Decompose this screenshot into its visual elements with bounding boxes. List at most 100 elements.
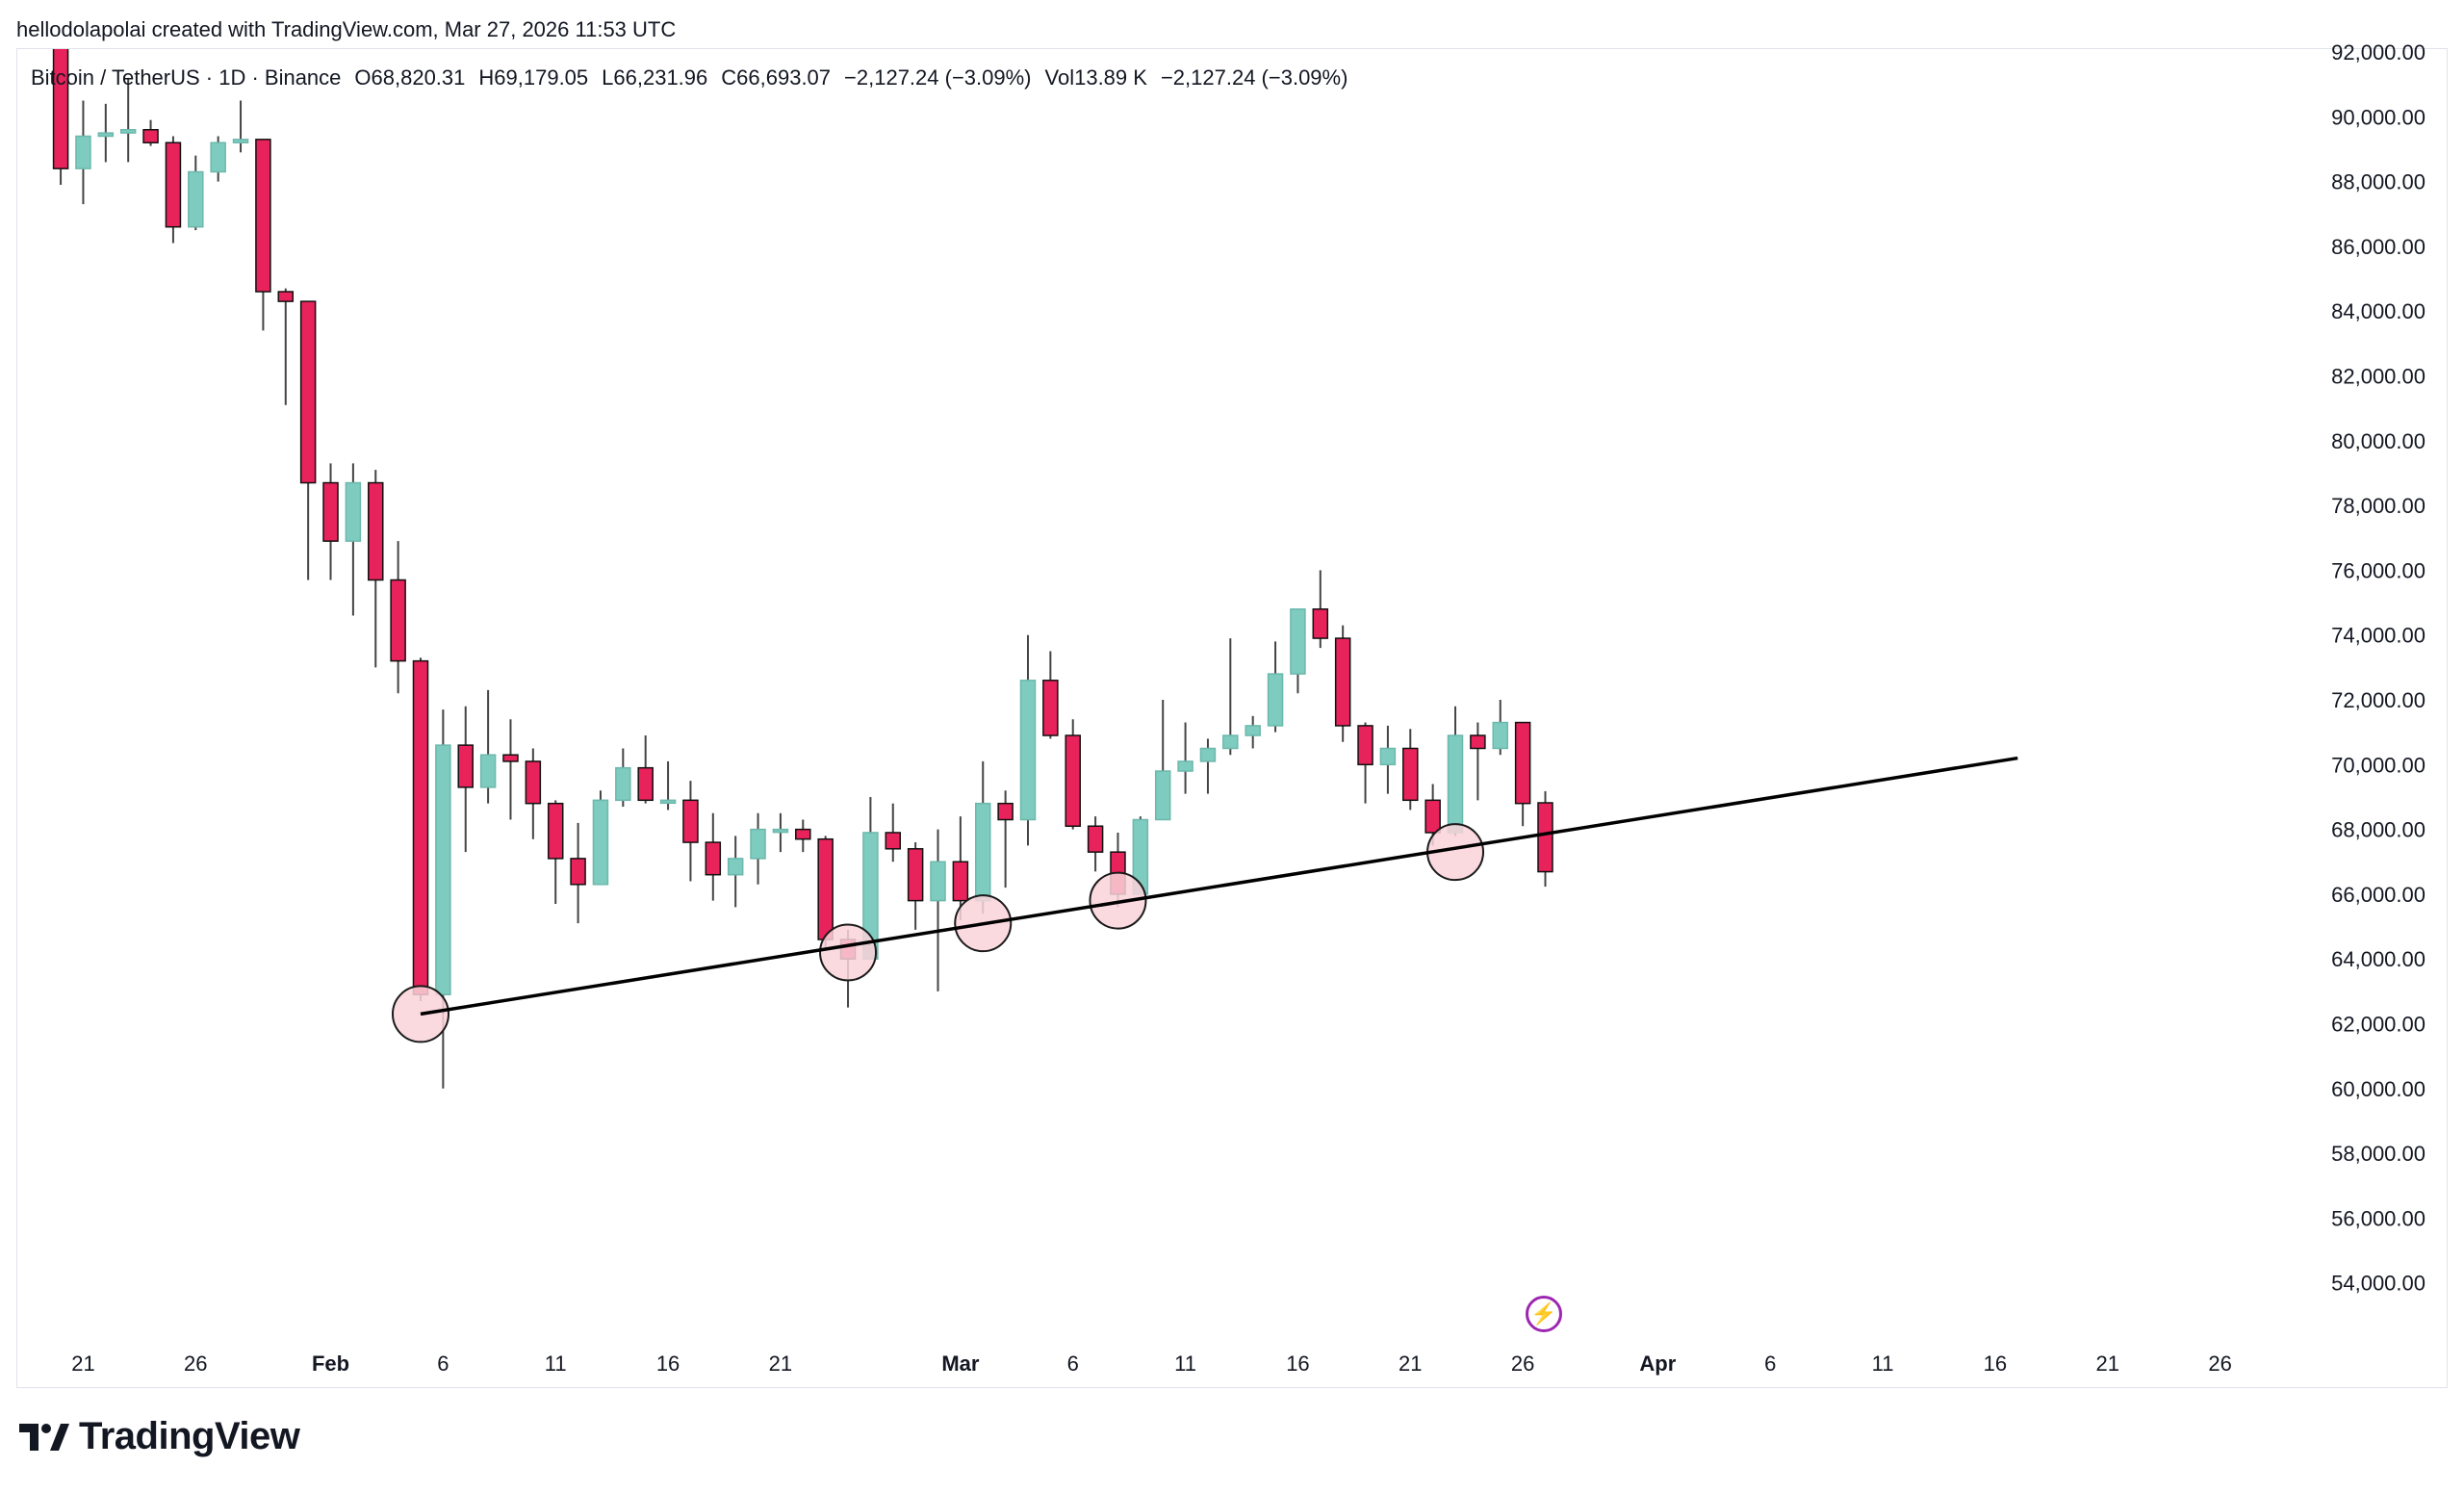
candle-body-down [1537, 802, 1553, 873]
candle-body-up [592, 799, 609, 886]
time-tick-label: Feb [312, 1351, 349, 1376]
candle[interactable] [930, 829, 946, 991]
candle[interactable] [1312, 570, 1329, 649]
candle[interactable] [390, 541, 406, 694]
candle-body-down [952, 861, 969, 902]
candle[interactable] [1019, 634, 1037, 846]
candle-body-down [165, 142, 182, 228]
candle[interactable] [232, 100, 249, 153]
candle-body-down [299, 300, 317, 484]
tradingview-logo[interactable]: TradingView [19, 1415, 300, 1458]
support-trendline[interactable] [420, 756, 2018, 1017]
candle[interactable] [412, 657, 429, 1001]
candle[interactable] [1334, 625, 1351, 742]
candle[interactable] [368, 470, 384, 668]
candle-body-up [1447, 734, 1464, 834]
time-tick-label: 21 [769, 1351, 792, 1376]
candle[interactable] [1177, 722, 1194, 794]
candle[interactable] [1402, 729, 1419, 811]
candle[interactable] [165, 136, 182, 244]
candle-body-down [142, 129, 159, 143]
candle[interactable] [682, 781, 699, 882]
price-tick-label: 66,000.00 [2331, 883, 2426, 907]
candle[interactable] [1087, 816, 1104, 872]
candle-body-up [232, 139, 249, 143]
candle[interactable] [1379, 725, 1397, 794]
candle[interactable] [750, 812, 766, 885]
candle-body-down [457, 744, 474, 788]
candle[interactable] [1154, 700, 1171, 821]
time-tick-label: 26 [184, 1351, 207, 1376]
candle[interactable] [885, 803, 902, 862]
candle[interactable] [502, 719, 519, 820]
candle[interactable] [1424, 784, 1441, 846]
candle[interactable] [75, 100, 91, 205]
candle[interactable] [97, 103, 115, 163]
candle[interactable] [210, 136, 226, 182]
candle-body-down [1514, 721, 1531, 805]
candle-body-up [479, 754, 497, 788]
candle[interactable] [345, 463, 362, 616]
candle-body-up [1290, 608, 1306, 675]
candle[interactable] [525, 748, 542, 839]
candle[interactable] [1514, 721, 1531, 827]
candle[interactable] [659, 760, 677, 811]
candle[interactable] [255, 139, 271, 331]
legend-change: −2,127.24 (−3.09%) [844, 65, 1032, 90]
legend-volume-change: −2,127.24 (−3.09%) [1160, 65, 1348, 90]
price-tick-label: 68,000.00 [2331, 818, 2426, 842]
candle-body-up [1177, 760, 1194, 772]
candle[interactable] [975, 760, 991, 914]
candle-body-down [277, 291, 295, 302]
candle-body-up [727, 858, 744, 876]
candle[interactable] [1042, 651, 1059, 739]
candle[interactable] [1492, 700, 1509, 756]
time-axis[interactable]: 21 26 Feb 6 11 16 21 Mar 6 11 16 21 26 Apr 6 11 16 21 26 [71, 1351, 2232, 1376]
candle[interactable] [997, 790, 1014, 888]
symbol-legend: Bitcoin / TetherUS · 1D · Binance O68,820… [31, 65, 1361, 90]
time-tick-label: 21 [1399, 1351, 1422, 1376]
touch-point-marker[interactable] [819, 923, 878, 982]
candle[interactable] [592, 790, 609, 886]
candle[interactable] [1470, 722, 1486, 801]
candle[interactable] [1199, 738, 1217, 794]
candle-body-down [412, 659, 429, 995]
candle[interactable] [119, 77, 137, 163]
candle[interactable] [907, 842, 924, 930]
candle[interactable] [1290, 608, 1306, 694]
candle[interactable] [772, 812, 789, 853]
candle[interactable] [1222, 638, 1239, 756]
lightning-bolt-icon[interactable]: ⚡ [1526, 1296, 1562, 1332]
candle[interactable] [142, 119, 159, 146]
candle[interactable] [705, 812, 722, 901]
candle[interactable] [1537, 790, 1553, 888]
candle-body-down [817, 837, 834, 940]
candle-body-down [525, 760, 542, 805]
candle[interactable] [299, 300, 317, 580]
candle[interactable] [615, 748, 631, 808]
legend-open: O68,820.31 [354, 65, 466, 90]
candle[interactable] [637, 735, 654, 804]
candle[interactable] [1245, 715, 1261, 749]
candle[interactable] [1267, 641, 1284, 733]
drawings-layer [392, 756, 2018, 1043]
candle[interactable] [322, 463, 339, 580]
candle-body-up [1199, 747, 1217, 762]
candle-body-down [390, 579, 406, 662]
candle[interactable] [277, 288, 295, 405]
candle[interactable] [547, 800, 564, 904]
candle[interactable] [52, 4, 69, 185]
candle[interactable] [727, 836, 744, 908]
candle[interactable] [1065, 719, 1081, 830]
candle[interactable] [1447, 706, 1464, 837]
candle[interactable] [1357, 722, 1373, 804]
candle[interactable] [952, 816, 969, 920]
candle[interactable] [795, 819, 811, 853]
candle[interactable] [457, 706, 474, 853]
candle[interactable] [570, 822, 586, 924]
candle[interactable] [188, 155, 204, 231]
legend-symbol[interactable]: Bitcoin / TetherUS · 1D · Binance [31, 65, 342, 90]
candle[interactable] [479, 689, 497, 804]
price-axis[interactable]: 92,000.00 90,000.00 88,000.00 86,000.00 84,0… [2331, 40, 2426, 1296]
